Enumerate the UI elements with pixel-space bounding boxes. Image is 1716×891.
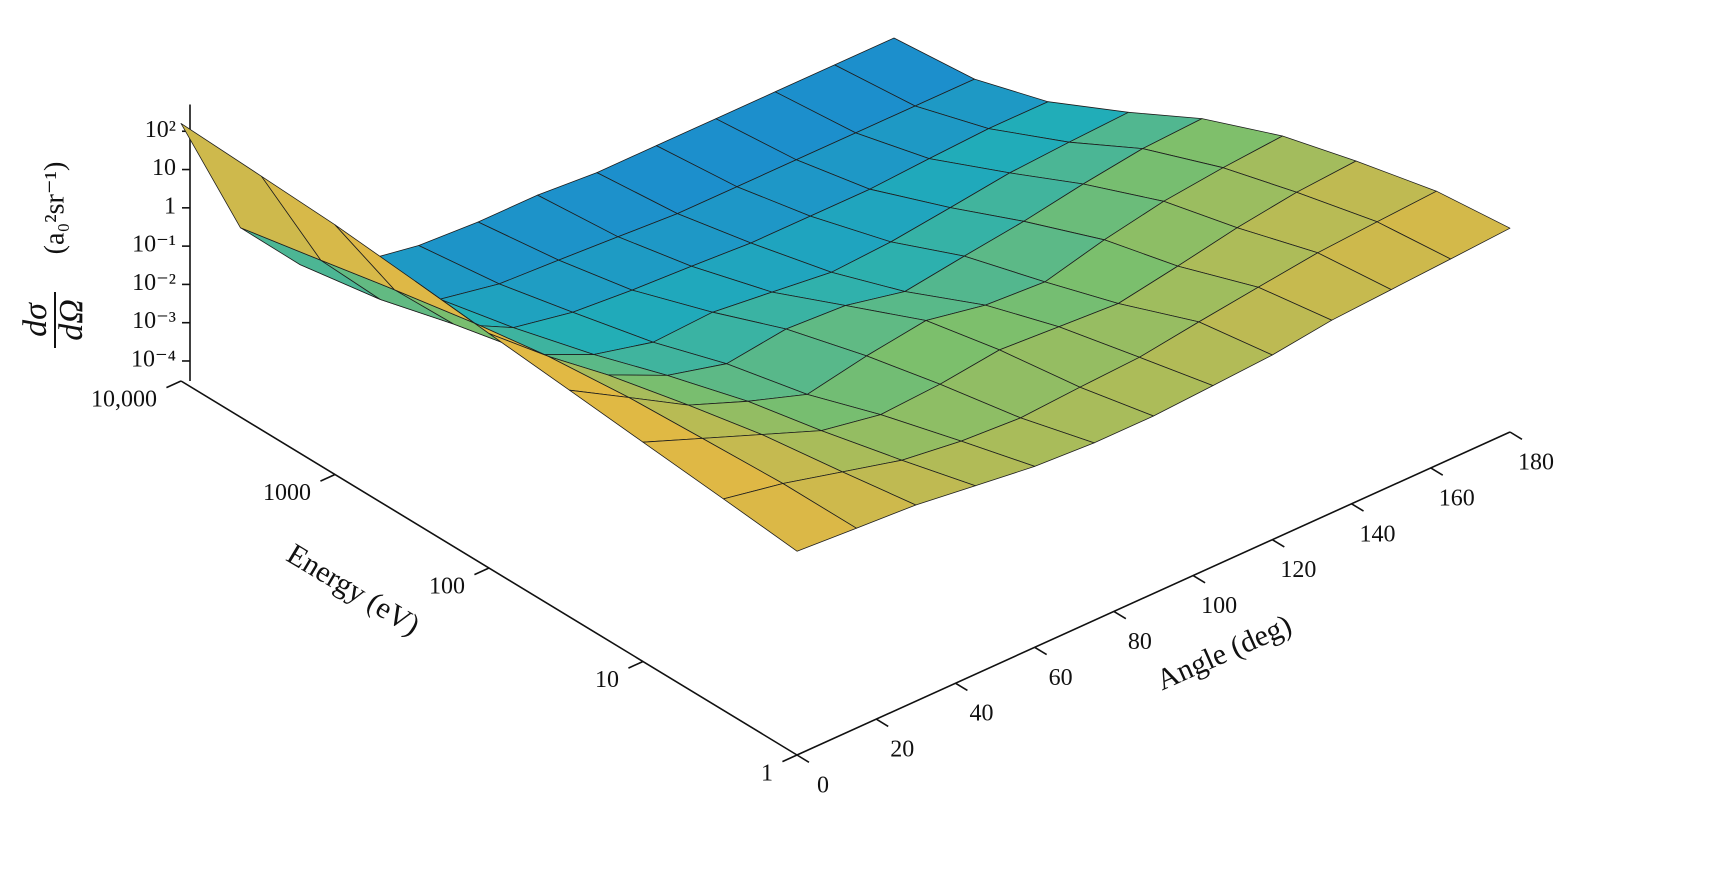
x-tick-label: 40 xyxy=(969,701,993,727)
z-tick-label: 10⁻⁴ xyxy=(131,346,176,372)
x-tick-label: 20 xyxy=(890,737,914,763)
x-axis-label: Angle (deg) xyxy=(1151,608,1296,697)
x-tick-label: 60 xyxy=(1049,665,1073,691)
x-tick-label: 0 xyxy=(817,773,829,799)
z-tick-label: 10⁻¹ xyxy=(132,232,176,258)
x-tick xyxy=(1034,646,1048,656)
y-tick-label: 10 xyxy=(595,667,619,693)
x-axis-line xyxy=(796,431,1511,756)
z-tick-label: 10² xyxy=(145,117,176,143)
y-tick xyxy=(166,380,182,389)
y-tick-label: 1 xyxy=(761,761,773,787)
x-tick-label: 120 xyxy=(1280,557,1316,583)
x-tick-label: 180 xyxy=(1518,450,1554,476)
z-tick-label: 1 xyxy=(164,193,176,219)
x-tick xyxy=(1113,610,1127,620)
x-tick xyxy=(875,718,889,728)
x-tick xyxy=(1509,431,1523,440)
y-tick-label: 100 xyxy=(429,574,465,600)
y-axis-label: Energy (eV) xyxy=(281,537,425,642)
x-tick xyxy=(955,682,968,692)
x-tick xyxy=(1351,503,1364,512)
y-tick xyxy=(782,754,798,763)
surface xyxy=(180,37,1511,552)
z-label-numerator: dσ xyxy=(17,302,54,337)
x-tick xyxy=(1430,467,1444,476)
x-tick-label: 160 xyxy=(1439,485,1475,511)
y-tick xyxy=(474,567,490,576)
z-tick-label: 10⁻³ xyxy=(132,308,176,334)
y-tick-label: 10,000 xyxy=(91,387,157,413)
x-tick-label: 80 xyxy=(1128,629,1152,655)
y-tick xyxy=(320,473,336,482)
x-tick xyxy=(1271,538,1285,548)
z-label-units: (a₀²sr⁻¹) xyxy=(39,162,70,255)
x-tick-label: 100 xyxy=(1201,593,1237,619)
surface-patch xyxy=(180,123,322,261)
surface-patch xyxy=(723,483,857,552)
z-axis-label: dσ dΩ (a₀²sr⁻¹) xyxy=(17,162,90,348)
z-tick-label: 10⁻² xyxy=(132,270,176,296)
x-tick xyxy=(796,754,810,763)
y-tick xyxy=(628,660,644,669)
y-tick-label: 1000 xyxy=(263,480,311,506)
x-tick xyxy=(1192,574,1206,584)
x-tick-label: 140 xyxy=(1360,521,1396,547)
z-label-denominator: dΩ xyxy=(53,299,90,341)
z-tick-label: 10 xyxy=(152,155,176,181)
